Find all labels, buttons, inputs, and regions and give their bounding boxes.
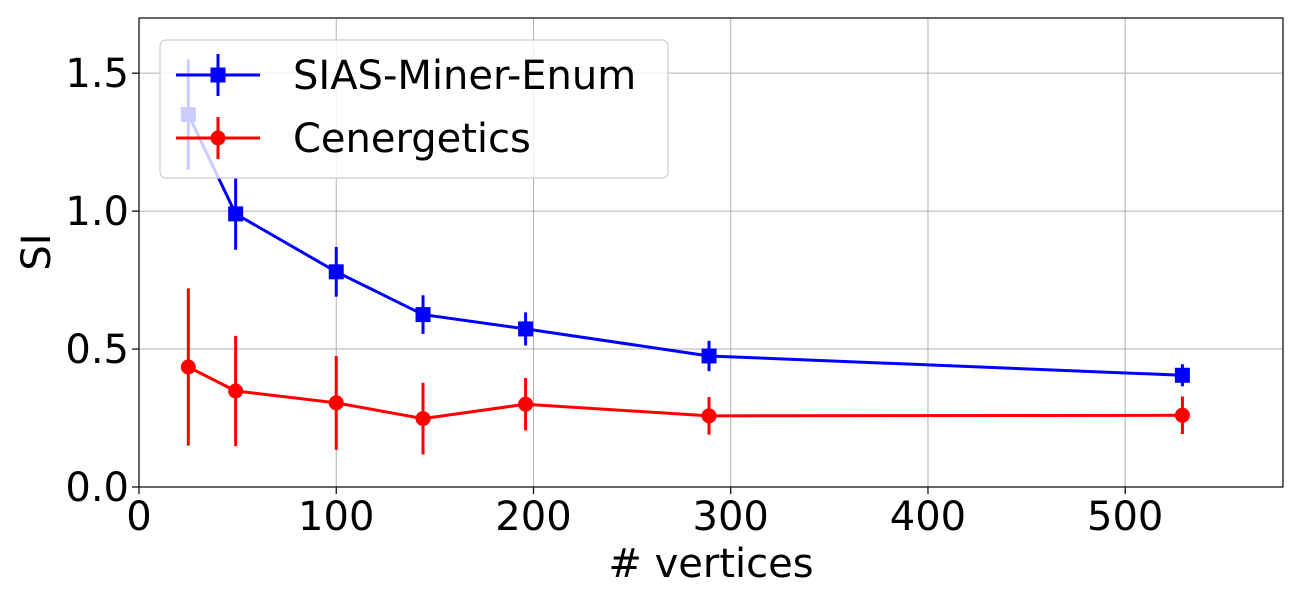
- series-group: [180, 288, 1190, 455]
- legend-label: SIAS-Miner-Enum: [293, 53, 636, 99]
- y-tick-label: 1.0: [65, 189, 129, 235]
- data-point: [518, 396, 534, 412]
- data-point: [701, 348, 717, 364]
- data-point: [228, 206, 244, 222]
- x-tick-label: 400: [890, 494, 966, 540]
- axis-ticks: 0 100 200 300 400 500 0.0 0.5 1.0 1.5: [65, 51, 1163, 540]
- data-point: [415, 411, 431, 427]
- data-point: [1174, 407, 1190, 423]
- y-tick-label: 0.5: [65, 327, 129, 373]
- y-axis-title: SI: [14, 233, 60, 270]
- data-point: [701, 408, 717, 424]
- data-point: [328, 264, 344, 280]
- legend-box: [159, 39, 669, 179]
- data-point: [180, 359, 196, 375]
- data-point: [415, 307, 431, 323]
- legend-marker: [210, 130, 226, 146]
- y-tick-label: 1.5: [65, 51, 129, 97]
- legend-label: Cenergetics: [293, 116, 531, 162]
- data-point: [1174, 367, 1190, 383]
- data-point: [518, 321, 534, 337]
- x-tick-label: 200: [495, 494, 571, 540]
- data-point: [228, 383, 244, 399]
- y-tick-label: 0.0: [65, 465, 129, 511]
- data-point: [328, 395, 344, 411]
- x-tick-label: 100: [298, 494, 374, 540]
- legend: SIAS-Miner-Enum Cenergetics: [159, 39, 669, 179]
- x-tick-label: 300: [693, 494, 769, 540]
- x-tick-label: 500: [1087, 494, 1163, 540]
- legend-marker: [210, 67, 226, 83]
- x-axis-title: # vertices: [608, 541, 813, 587]
- plot-frame: [138, 17, 1284, 488]
- x-tick-label: 0: [126, 494, 151, 540]
